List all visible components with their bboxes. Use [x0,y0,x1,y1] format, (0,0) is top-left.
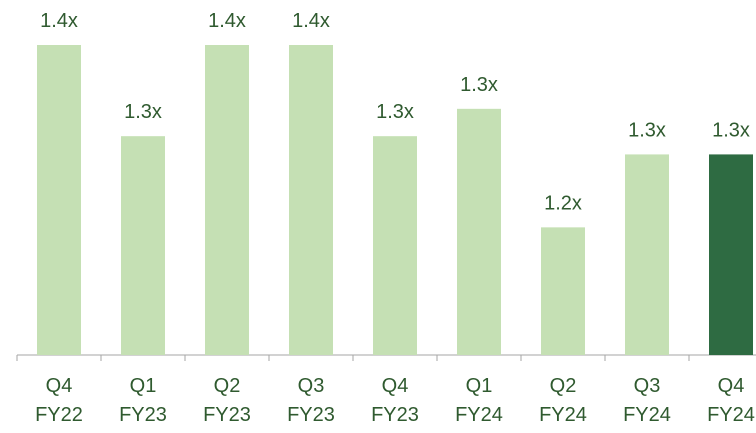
bar [625,154,669,355]
value-label: 1.4x [208,10,246,32]
x-tick-label: Q4 FY24 [707,375,755,426]
value-label: 1.4x [40,10,78,32]
x-tick-label-line: FY22 [35,404,83,426]
x-tick-label: Q3 FY23 [287,375,335,426]
value-label: 1.4x [292,10,330,32]
bar [709,154,753,355]
x-tick-label-line: FY23 [119,404,167,426]
x-tick-label: Q1 FY24 [455,375,503,426]
x-tick-label-line: Q2 [214,375,241,397]
bar [457,108,501,355]
value-label: 1.3x [712,119,750,141]
x-tick-label-line: Q1 [466,375,493,397]
bar [37,45,81,355]
value-label: 1.3x [460,74,498,96]
x-tick-label: Q1 FY23 [119,375,167,426]
x-tick-label-line: FY23 [203,404,251,426]
bar [205,45,249,355]
x-tick-label-line: FY24 [623,404,671,426]
x-tick-label: Q2 FY24 [539,375,587,426]
value-label: 1.3x [628,119,666,141]
value-label: 1.3x [124,101,162,123]
x-tick-label-line: Q4 [718,375,745,397]
x-tick-label-line: Q2 [550,375,577,397]
x-tick-label: Q2 FY23 [203,375,251,426]
value-label: 1.2x [544,192,582,214]
bar [121,136,165,355]
x-tick-label-line: Q3 [634,375,661,397]
bar [541,227,585,355]
x-tick-label-line: Q4 [382,375,409,397]
x-tick-label-line: Q3 [298,375,325,397]
x-tick-label-line: FY24 [455,404,503,426]
x-tick-label-line: FY24 [707,404,755,426]
x-tick-label-line: Q4 [46,375,73,397]
x-tick-label-line: FY23 [287,404,335,426]
bar [373,136,417,355]
x-tick-label-line: FY24 [539,404,587,426]
x-tick-label-line: FY23 [371,404,419,426]
x-tick-label: Q4 FY22 [35,375,83,426]
bar [289,45,333,355]
x-tick-label-line: Q1 [130,375,157,397]
x-tick-label: Q3 FY24 [623,375,671,426]
x-tick-label: Q4 FY23 [371,375,419,426]
value-label: 1.3x [376,101,414,123]
